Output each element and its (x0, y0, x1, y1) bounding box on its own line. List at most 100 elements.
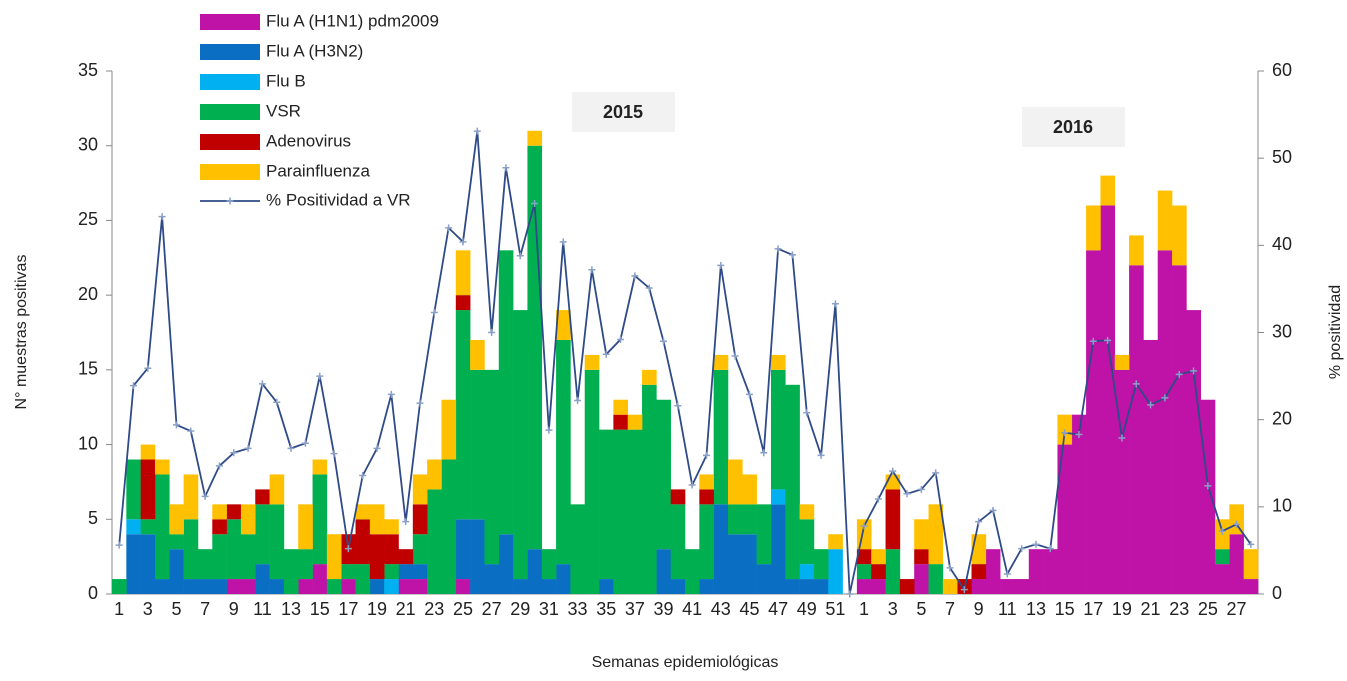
line-marker (215, 462, 223, 470)
line-marker (631, 272, 639, 280)
bar-segment (1014, 579, 1030, 594)
line-marker (187, 427, 195, 435)
legend-swatch (200, 74, 260, 90)
bar-segment (914, 549, 929, 565)
line-marker (1018, 545, 1026, 553)
x-tick-label: 15 (310, 599, 330, 619)
bar-segment (269, 579, 285, 594)
bar-segment (484, 369, 500, 565)
x-tick-label: 51 (825, 599, 845, 619)
line-marker (531, 199, 539, 207)
y2-tick-label: 20 (1272, 408, 1292, 428)
bar-segment (670, 489, 686, 505)
bar-segment (326, 534, 342, 580)
bar-segment (341, 564, 356, 580)
bar-segment (713, 504, 729, 594)
legend-label: Parainfluenza (266, 161, 371, 180)
y2-axis-title: % positividad (1327, 285, 1344, 379)
bar-segment (183, 519, 199, 580)
y2-tick-label: 0 (1272, 583, 1282, 603)
legend-label: Adenovirus (266, 131, 351, 150)
bar-segment (914, 564, 929, 594)
y-tick-label: 30 (78, 134, 98, 154)
line-marker (1190, 367, 1198, 375)
bar-segment (985, 549, 1001, 594)
bar-segment (727, 504, 743, 535)
bar-segment (556, 564, 571, 594)
bar-segment (685, 549, 700, 594)
bar-segment (112, 579, 127, 594)
bar-segment (871, 579, 886, 594)
bar-segment (613, 429, 628, 594)
bar-segment (326, 579, 342, 594)
bar-segment (656, 549, 671, 594)
line-marker (946, 564, 954, 572)
bar-segment (212, 534, 227, 580)
line-marker (301, 439, 309, 447)
line-marker (1061, 429, 1069, 437)
line-marker (1218, 527, 1226, 535)
bar-segment (126, 459, 141, 520)
y-tick-label: 20 (78, 284, 98, 304)
line-marker (760, 449, 768, 457)
bar-segment (412, 579, 428, 594)
bar-segment (613, 414, 628, 430)
bar-segment (470, 519, 485, 594)
bar-segment (369, 504, 385, 535)
line-marker (817, 451, 825, 459)
bar-segment (384, 519, 399, 535)
line-marker (731, 352, 739, 360)
line-marker (645, 284, 653, 292)
x-tick-label: 49 (797, 599, 817, 619)
line (118, 130, 1252, 595)
x-tick-label: 5 (171, 599, 181, 619)
bar-segment (599, 429, 614, 580)
bar-segment (856, 549, 872, 565)
x-tick-label: 9 (229, 599, 239, 619)
line-marker (1161, 394, 1169, 402)
x-tick-label: 41 (682, 599, 702, 619)
x-tick-label: 25 (1198, 599, 1218, 619)
bar-segment (197, 579, 213, 594)
bar-segment (226, 519, 242, 580)
bar-segment (455, 250, 471, 296)
legend-swatch (200, 134, 260, 150)
x-tick-label: 13 (1026, 599, 1046, 619)
bar-segment (885, 549, 901, 594)
bar-segment (298, 579, 313, 594)
bar-segment (1143, 339, 1159, 594)
line-marker (473, 127, 481, 135)
bar-segment (699, 489, 714, 505)
y2-tick-label: 30 (1272, 321, 1292, 341)
line-marker (416, 399, 424, 407)
line-marker (1032, 540, 1040, 548)
bar-segment (914, 519, 929, 550)
line-marker (1247, 540, 1255, 548)
bar-segment (355, 519, 371, 565)
bar-segment (298, 504, 313, 550)
y2-tick-label: 50 (1272, 147, 1292, 167)
bar-segment (856, 579, 872, 594)
x-tick-label: 11 (253, 599, 272, 619)
bar-segment (770, 489, 786, 505)
bar-segment (283, 549, 299, 594)
bar-segment (1114, 354, 1130, 370)
line-marker (1204, 482, 1212, 490)
bar-segment (570, 504, 586, 594)
bar-segment (240, 534, 256, 580)
bar-segment (713, 354, 729, 370)
bar-segment (140, 519, 156, 535)
annotation: 2016 (1053, 117, 1093, 137)
bar-segment (412, 504, 428, 535)
x-tick-label: 9 (974, 599, 984, 619)
line-marker (402, 518, 410, 526)
line-marker (1046, 545, 1054, 553)
bar-segment (269, 474, 285, 505)
line-marker (1147, 401, 1155, 409)
bar-segment (1086, 250, 1101, 595)
bar-segment (813, 549, 829, 580)
x-tick-label: 31 (539, 599, 559, 619)
legend-swatch (200, 14, 260, 30)
line-marker (788, 251, 796, 259)
